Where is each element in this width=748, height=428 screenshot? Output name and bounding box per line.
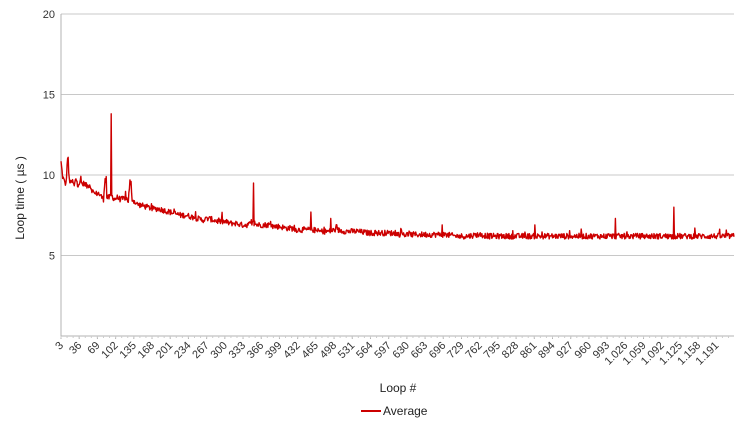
x-tick-label: 135 [117,340,138,361]
chart-legend: Average [361,404,428,418]
x-tick-label: 36 [67,340,84,357]
x-tick-label: 729 [445,340,466,361]
x-tick-label: 168 [136,340,157,361]
x-tick-label: 960 [573,340,594,361]
x-tick-label: 300 [208,340,229,361]
x-tick-label: 234 [172,340,193,361]
y-tick-label: 5 [49,251,55,263]
y-axis-ticks: 5 10 15 20 [43,9,55,263]
legend-label-average: Average [383,404,428,418]
x-axis-ticks: 3 36 6910213516820123426730033336639943246… [53,336,729,368]
x-tick-label: 465 [300,340,321,361]
y-axis-title: Loop time ( µs ) [13,156,27,240]
x-tick-label: 861 [518,340,539,361]
x-tick-label: 267 [190,340,211,361]
x-tick-label: 201 [154,340,175,361]
x-tick-label: 564 [354,340,375,361]
x-tick-label: 663 [409,340,430,361]
x-tick-label: 366 [245,340,266,361]
x-tick-label: 828 [500,340,521,361]
x-tick-label: 696 [427,340,448,361]
x-tick-label: 630 [391,340,412,361]
chart-axes [60,14,734,337]
y-tick-label: 20 [43,9,55,21]
x-tick-label: 894 [536,340,557,361]
x-tick-label: 432 [281,340,302,361]
x-tick-label: 531 [336,340,357,361]
y-tick-label: 15 [43,90,55,102]
x-tick-label: 597 [372,340,393,361]
x-tick-label: 498 [318,340,339,361]
x-tick-label: 333 [227,340,248,361]
chart-gridlines [61,13,734,256]
x-axis-title: Loop # [380,381,417,395]
x-tick-label: 102 [99,340,120,361]
y-tick-label: 10 [43,170,55,182]
x-tick-label: 795 [482,340,503,361]
x-tick-label: 3 [53,340,66,353]
x-tick-label: 762 [463,340,484,361]
x-tick-label: 399 [263,340,284,361]
x-tick-label: 927 [554,340,575,361]
chart-series [60,113,735,240]
series-line-average [60,113,735,240]
